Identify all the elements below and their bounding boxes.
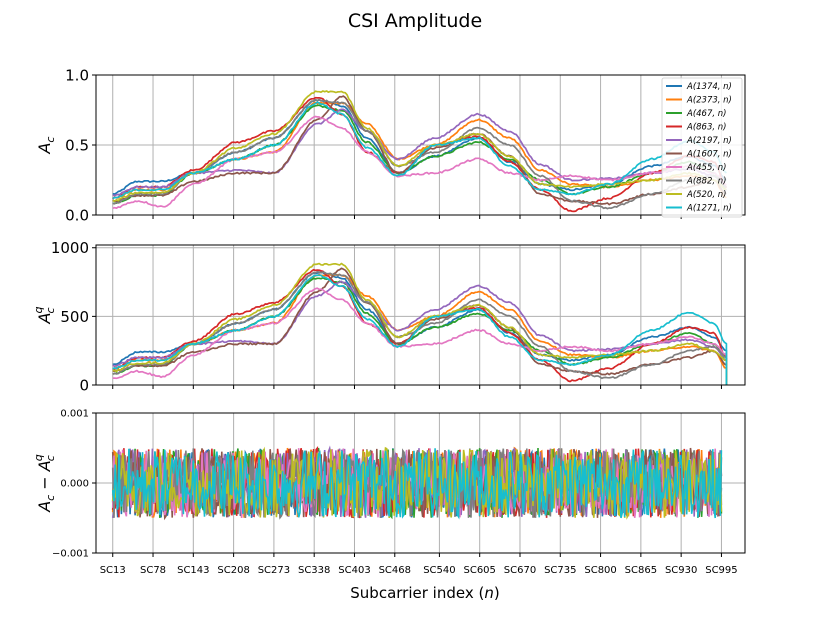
legend-entry: A(1271, n) xyxy=(686,204,732,214)
series-line-10 xyxy=(112,274,728,385)
legend-entry: A(1374, n) xyxy=(686,82,732,92)
series-group xyxy=(112,90,728,213)
series-group xyxy=(111,445,723,521)
y-axis-label: Ac xyxy=(35,136,57,154)
panel-3: −0.001 0.000 0.001 SC13 SC78 SC143 SC208 SC273 S… xyxy=(32,409,746,576)
legend-entry: A(2373, n) xyxy=(686,96,732,106)
series-line-2 xyxy=(112,101,727,199)
legend-entry: A(882, n) xyxy=(686,177,726,187)
series-line-7 xyxy=(112,115,727,210)
x-tick-label: SC865 xyxy=(625,565,657,576)
x-tick-label: SC468 xyxy=(379,565,411,576)
series-line-10 xyxy=(112,101,727,200)
y-tick-label: 0 xyxy=(79,376,89,394)
x-tick-label: SC143 xyxy=(177,565,209,576)
x-tick-label: SC605 xyxy=(463,565,495,576)
legend-entry: A(2197, n) xyxy=(686,136,732,146)
x-tick-label: SC273 xyxy=(258,565,290,576)
y-tick-label: 0.000 xyxy=(60,479,89,490)
y-axis-label: Ac − Acq xyxy=(32,454,57,513)
error-series-10 xyxy=(111,448,723,520)
x-tick-label: SC930 xyxy=(665,565,697,576)
x-tick-label: SC338 xyxy=(298,565,330,576)
panel-1: 0.0 0.5 1.0 Ac xyxy=(35,66,746,224)
y-tick-label: 0.0 xyxy=(65,206,89,224)
x-tick-label: SC78 xyxy=(140,565,166,576)
x-axis-label: Subcarrier index (n) xyxy=(350,584,499,602)
y-tick-label: −0.001 xyxy=(52,549,89,560)
series-line-9 xyxy=(112,90,727,202)
series-line-3 xyxy=(112,104,727,205)
series-line-8 xyxy=(112,270,728,385)
y-tick-label: 500 xyxy=(60,308,89,326)
series-line-8 xyxy=(112,98,727,210)
plot-frame xyxy=(95,244,746,386)
chart-title: CSI Amplitude xyxy=(348,10,482,32)
y-tick-label: 0.5 xyxy=(65,136,89,154)
series-line-4 xyxy=(112,96,728,213)
x-tick-label: SC670 xyxy=(504,565,536,576)
y-tick-label: 1.0 xyxy=(65,66,89,84)
series-line-3 xyxy=(112,276,728,385)
error-series-8 xyxy=(111,448,723,520)
y-tick-label: 1000 xyxy=(51,239,89,257)
x-tick-label: SC13 xyxy=(100,565,126,576)
x-tick-label: SC800 xyxy=(584,565,616,576)
legend-entry: A(467, n) xyxy=(686,109,726,119)
x-tick-label: SC403 xyxy=(338,565,370,576)
legend-entry: A(1607, n) xyxy=(686,150,732,160)
legend: A(1374, n) A(2373, n) A(467, n) A(863, n) A(… xyxy=(661,77,743,218)
x-tick-label: SC995 xyxy=(705,565,737,576)
legend-entry: A(455, n) xyxy=(686,163,726,173)
panel-2: 0 500 1000 Acq xyxy=(32,239,746,394)
y-tick-label: 0.001 xyxy=(60,409,89,420)
legend-entry: A(520, n) xyxy=(686,190,726,200)
x-tick-label: SC540 xyxy=(423,565,455,576)
x-tick-label: SC208 xyxy=(217,565,249,576)
x-tick-label: SC735 xyxy=(544,565,576,576)
series-group xyxy=(112,262,728,385)
legend-entry: A(863, n) xyxy=(686,123,726,133)
y-axis-label: Acq xyxy=(32,306,57,324)
series-line-9 xyxy=(112,262,728,385)
